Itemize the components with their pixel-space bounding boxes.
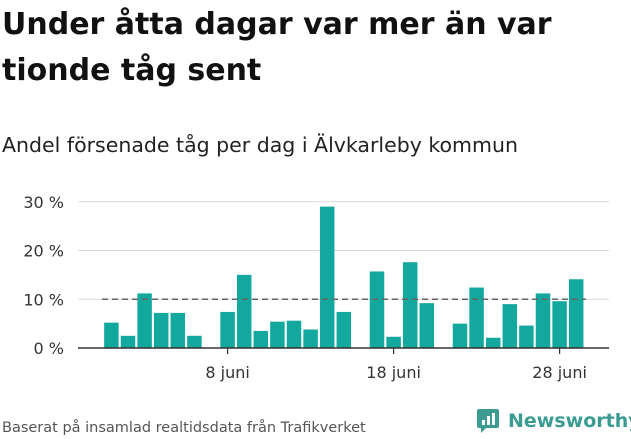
bar	[220, 311, 235, 348]
bar	[402, 262, 418, 348]
brand-name: Newsworthy	[508, 410, 631, 432]
bar	[187, 335, 202, 348]
y-tick-label: 30 %	[23, 193, 64, 212]
chart-title: Under åtta dagar var mer än var tionde t…	[2, 7, 552, 88]
bar	[552, 301, 567, 348]
bar	[236, 274, 252, 348]
bar	[120, 335, 136, 348]
bar	[519, 325, 534, 348]
newsworthy-icon	[477, 409, 499, 433]
chart-subtitle: Andel försenade tåg per dag i Älvkarleby…	[2, 133, 518, 157]
y-axis-labels: 0 % 10 % 20 % 30 %	[23, 193, 64, 358]
bar	[303, 329, 318, 348]
bar	[153, 312, 169, 348]
bar	[104, 322, 119, 348]
x-axis: 8 juni 18 juni 28 juni	[78, 347, 609, 382]
bar	[319, 206, 335, 348]
bar	[286, 320, 302, 348]
bars	[104, 206, 584, 348]
bar	[170, 312, 186, 348]
bar	[336, 311, 352, 348]
bar	[369, 271, 385, 348]
bar	[502, 304, 518, 348]
bar	[386, 336, 401, 348]
bar	[485, 337, 501, 348]
bar	[419, 303, 435, 348]
bar	[253, 330, 269, 348]
bar	[469, 287, 484, 348]
bar	[535, 293, 551, 348]
bar	[568, 279, 584, 348]
bar	[452, 323, 468, 348]
y-tick-label: 20 %	[23, 242, 64, 261]
bar	[270, 321, 285, 348]
bar	[137, 293, 152, 348]
y-tick-label: 10 %	[23, 290, 64, 309]
y-tick-label: 0 %	[34, 339, 64, 358]
x-tick-label: 18 juni	[366, 363, 421, 382]
x-tick-label: 8 juni	[205, 363, 249, 382]
grid-layer	[78, 201, 609, 300]
bar-chart: 0 % 10 % 20 % 30 % 8 juni 18 juni 28 juni	[23, 193, 609, 382]
source-note: Baserat på insamlad realtidsdata från Tr…	[2, 420, 366, 436]
x-tick-label: 28 juni	[532, 363, 587, 382]
brand-logo[interactable]: Newsworthy	[476, 408, 631, 434]
